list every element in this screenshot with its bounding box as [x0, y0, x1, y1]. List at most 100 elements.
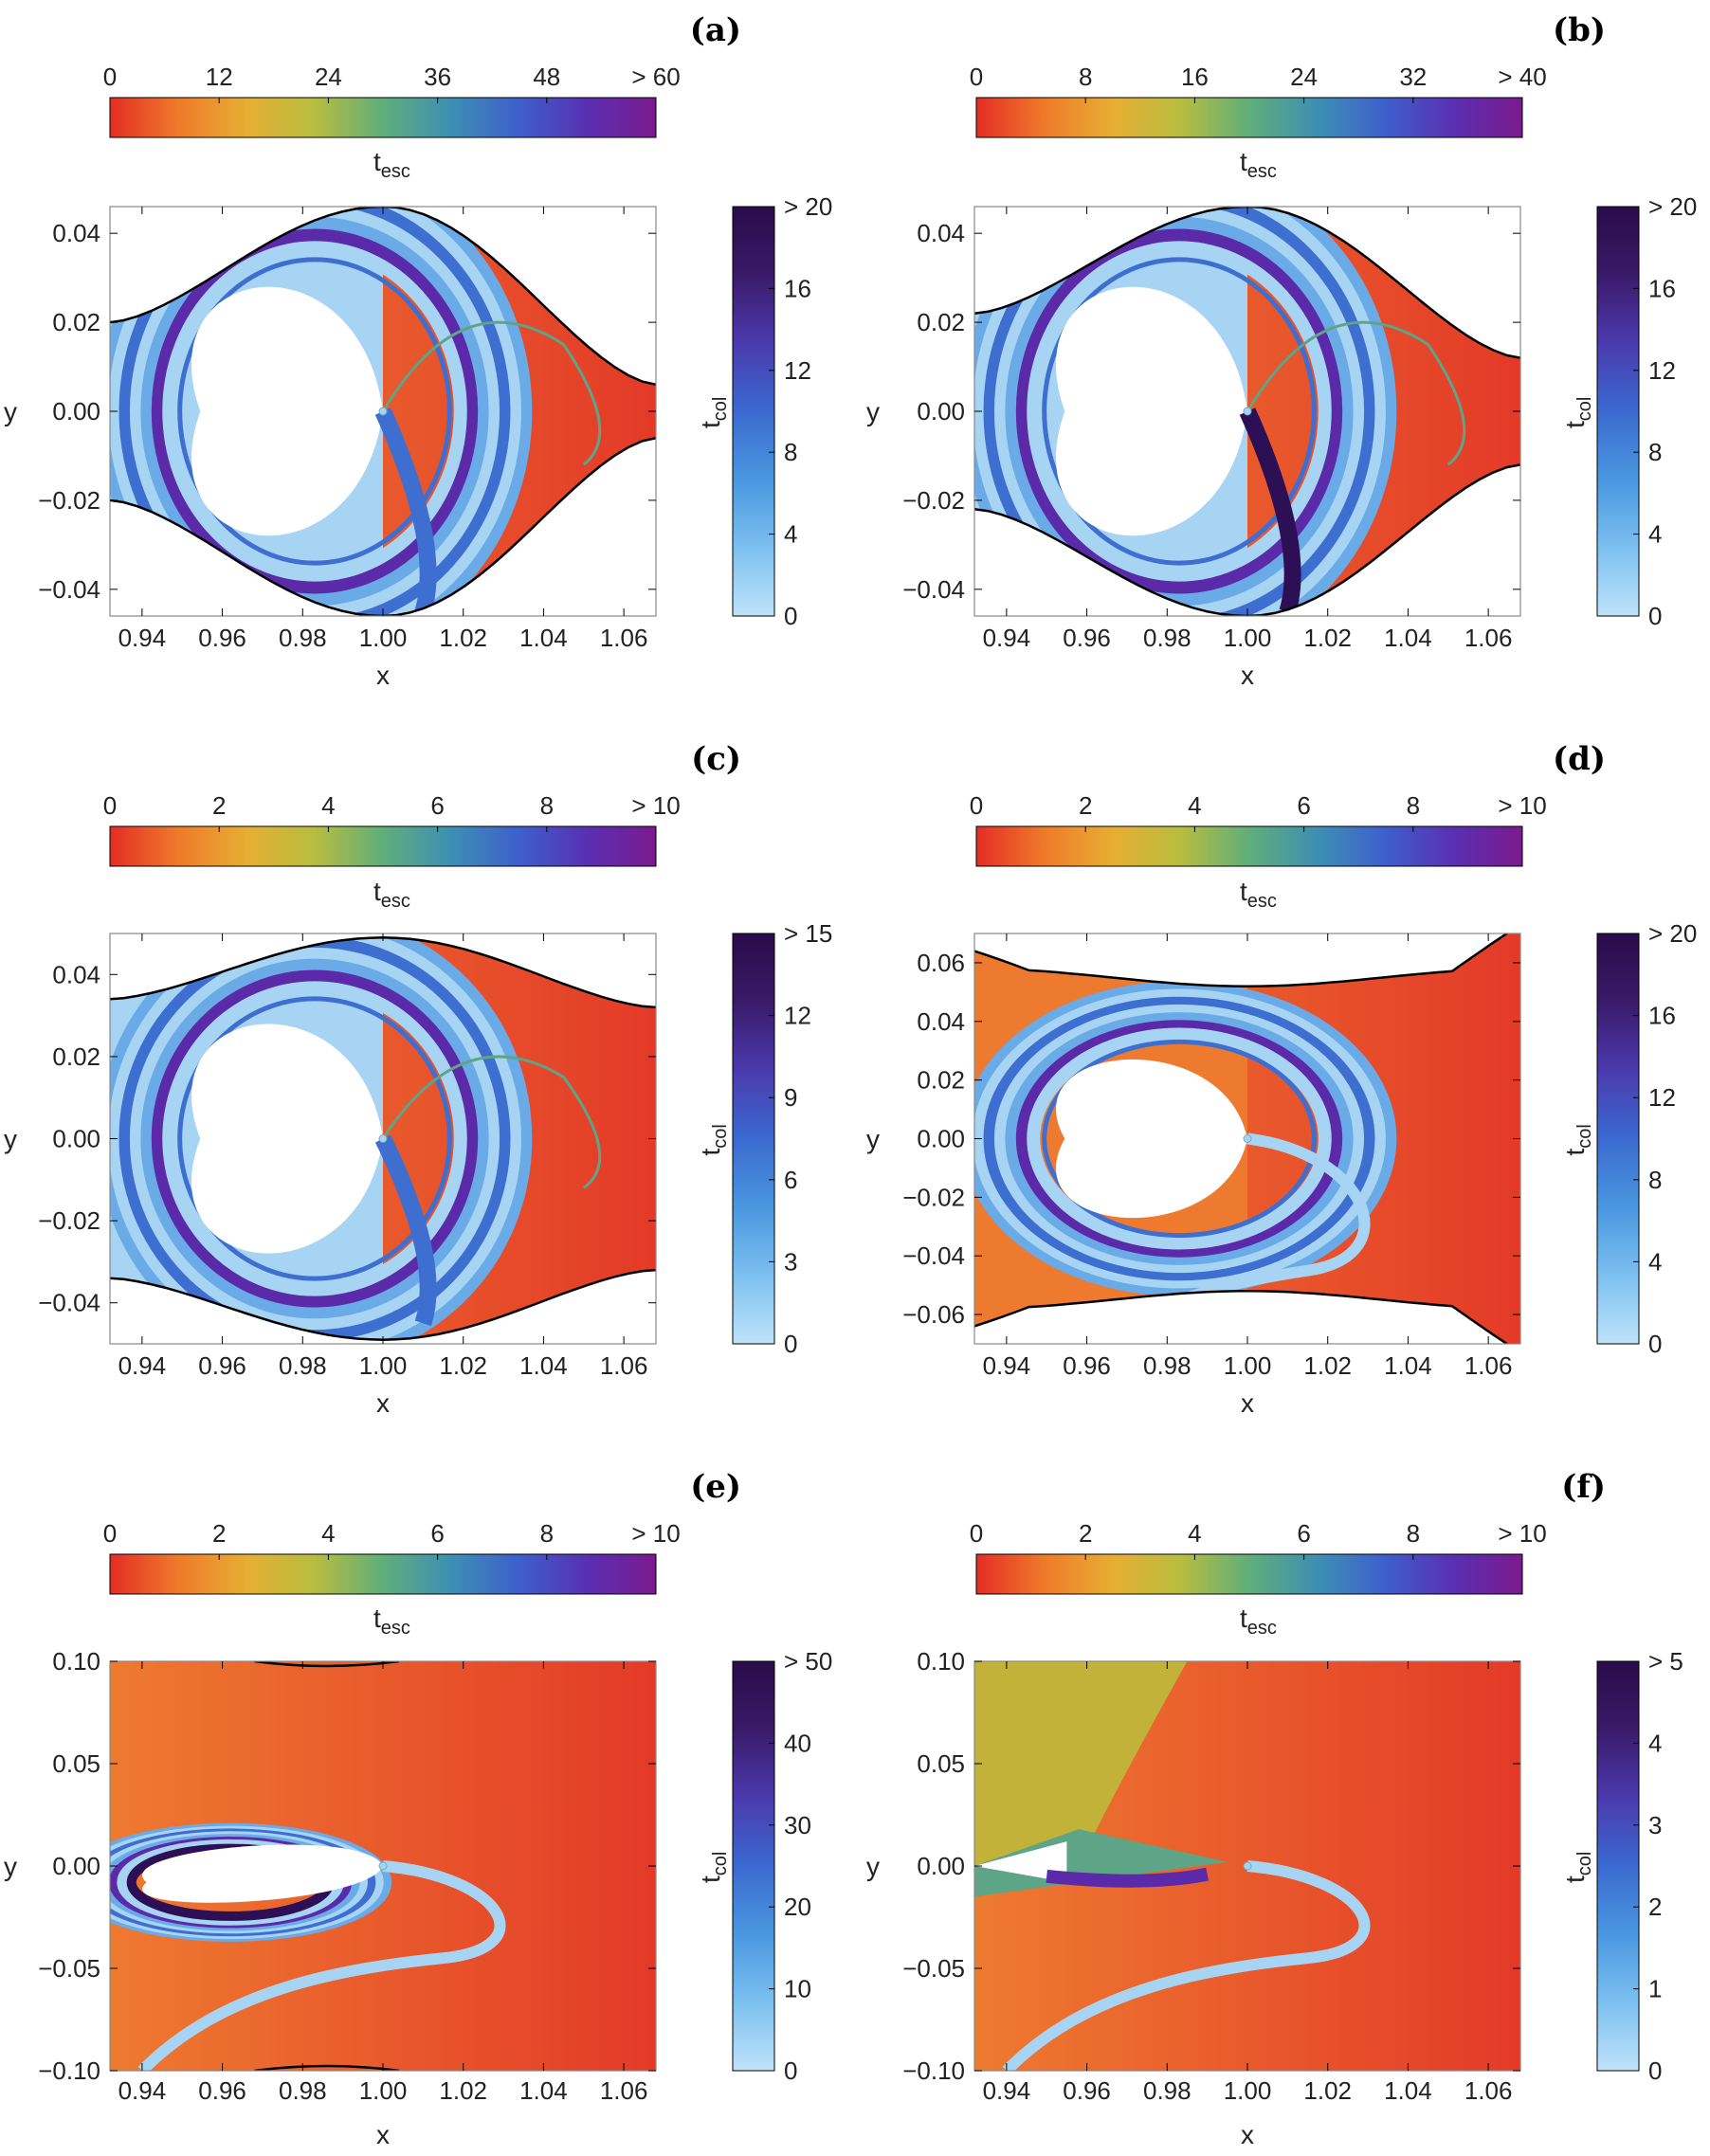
y-tick-label: 0.04	[52, 219, 100, 247]
collision-lobe-edge	[1042, 257, 1317, 566]
col-colorbar-tick: 8	[1648, 438, 1662, 466]
col-colorbar-tick: 0	[1648, 602, 1662, 630]
y-tick-label: −0.05	[38, 1954, 100, 1983]
x-tick-label: 1.04	[519, 624, 568, 652]
col-colorbar	[732, 933, 775, 1345]
x-axis-label: x	[1241, 2120, 1254, 2149]
esc-colorbar	[975, 825, 1523, 867]
collision-channel	[1239, 408, 1301, 614]
y-tick-label: 0.02	[917, 308, 965, 336]
collision-lobe-band	[129, 947, 500, 1331]
esc-colorbar-tick: 0	[103, 791, 117, 820]
col-colorbar-tick: 4	[1648, 1247, 1662, 1276]
col-colorbar-tick: 16	[1648, 1002, 1676, 1030]
esc-colorbar-tick: 0	[970, 63, 983, 91]
primary-body	[378, 1134, 388, 1143]
primary-body	[378, 1861, 388, 1871]
col-colorbar-tick: 40	[784, 1729, 811, 1757]
collision-lobe-band	[118, 207, 511, 616]
collision-strip-purple	[1046, 1867, 1210, 1888]
esc-colorbar-label: tesc	[1240, 1603, 1277, 1639]
x-tick-label: 1.06	[1464, 624, 1513, 652]
y-tick-label: −0.06	[902, 1300, 965, 1329]
bounded-region	[974, 1841, 1067, 1883]
esc-colorbar-tick: 4	[1188, 791, 1201, 820]
esc-colorbar-label: tesc	[1240, 147, 1277, 182]
y-tick-label: 0.02	[52, 308, 100, 336]
col-colorbar-tick: 12	[784, 356, 811, 385]
esc-colorbar-tick: 8	[1407, 1519, 1420, 1548]
esc-colorbar-tick: 16	[1181, 63, 1209, 91]
esc-colorbar	[975, 97, 1523, 138]
esc-colorbar-tick: 8	[1079, 63, 1092, 91]
forbidden-region-top	[254, 1661, 400, 1668]
y-tick-label: −0.02	[902, 486, 965, 515]
col-colorbar-tick: > 15	[784, 919, 832, 948]
x-axis-label: x	[1241, 1388, 1254, 1418]
y-tick-label: 0.00	[917, 1852, 965, 1880]
collision-lobe-band	[974, 207, 1397, 616]
col-colorbar-tick: 3	[1648, 1811, 1662, 1839]
col-colorbar-tick: 12	[1648, 1083, 1676, 1112]
y-tick-label: 0.00	[917, 397, 965, 426]
y-tick-label: −0.04	[902, 575, 965, 604]
esc-colorbar-tick: > 10	[631, 791, 680, 820]
x-tick-label: 0.94	[118, 1351, 167, 1380]
panel-c: (c) 0 2 4 6 8 > 10 tesc 0 3 6 9 12 > 15 tcol 0.94 0.96 0.…	[4, 740, 832, 1418]
col-colorbar-label: tcol	[696, 397, 731, 428]
y-tick-label: 0.10	[917, 1647, 965, 1676]
bounded-region	[142, 1844, 383, 1903]
escape-filament	[381, 320, 602, 466]
x-tick-label: 1.00	[1224, 2076, 1272, 2105]
esc-colorbar-tick: 2	[212, 791, 226, 820]
esc-colorbar-label: tesc	[1240, 877, 1277, 912]
collision-lobe-band	[110, 937, 533, 1340]
x-tick-label: 1.04	[519, 2076, 568, 2105]
x-tick-label: 0.98	[1143, 624, 1192, 652]
esc-colorbar-tick: > 40	[1498, 63, 1546, 91]
col-colorbar-tick: 12	[1648, 356, 1676, 385]
collision-lobe-band	[1027, 241, 1332, 582]
x-tick-label: 1.06	[600, 1351, 648, 1380]
x-tick-label: 0.96	[198, 1351, 246, 1380]
collision-lobe-band	[1027, 1027, 1332, 1250]
esc-colorbar-tick: 2	[1079, 1519, 1092, 1548]
x-tick-label: 0.94	[983, 1351, 1031, 1380]
x-axis-label: x	[376, 2120, 390, 2149]
zero-velocity-curve-bottom	[974, 463, 1520, 616]
bounded-region	[191, 1024, 383, 1254]
esc-colorbar-tick: 48	[533, 63, 560, 91]
forbidden-region-bottom	[254, 2064, 400, 2071]
x-axis-label: x	[1241, 661, 1254, 690]
plot-area	[110, 207, 656, 616]
panel-label: (c)	[691, 740, 741, 778]
bounded-region	[1056, 286, 1247, 536]
col-colorbar-tick: > 50	[784, 1647, 832, 1676]
y-tick-label: −0.04	[902, 1241, 965, 1270]
collision-lobe-band	[993, 1004, 1365, 1274]
x-tick-label: 1.02	[439, 2076, 487, 2105]
y-tick-label: 0.02	[52, 1042, 100, 1071]
esc-colorbar-tick: 32	[1399, 63, 1427, 91]
panel-e: (e) 0 2 4 6 8 > 10 tesc 0 10 20 30 40 > 50 tcol 0.94 0.9…	[4, 1468, 832, 2149]
col-colorbar-tick: 3	[784, 1247, 797, 1276]
collision-filament	[137, 1860, 506, 2071]
x-tick-label: 1.02	[439, 624, 487, 652]
y-tick-label: 0.10	[52, 1647, 100, 1676]
y-tick-label: 0.00	[52, 397, 100, 426]
bounded-region	[191, 286, 383, 536]
esc-colorbar-tick: 2	[1079, 791, 1092, 820]
collision-lobe-edge	[1042, 1039, 1317, 1239]
col-colorbar-label: tcol	[1560, 1124, 1595, 1155]
col-colorbar-tick: 8	[1648, 1166, 1662, 1194]
x-tick-label: 0.98	[279, 2076, 327, 2105]
col-colorbar-tick: 4	[784, 520, 797, 549]
esc-colorbar-tick: > 10	[631, 1519, 680, 1548]
y-tick-label: 0.02	[917, 1066, 965, 1095]
zero-velocity-curve-bottom	[974, 1290, 1510, 1344]
panel-label: (f)	[1561, 1468, 1606, 1506]
x-tick-label: 1.06	[1464, 1351, 1513, 1380]
x-tick-label: 0.96	[1063, 1351, 1111, 1380]
col-colorbar-tick: 6	[784, 1166, 797, 1194]
x-tick-label: 1.06	[600, 2076, 648, 2105]
